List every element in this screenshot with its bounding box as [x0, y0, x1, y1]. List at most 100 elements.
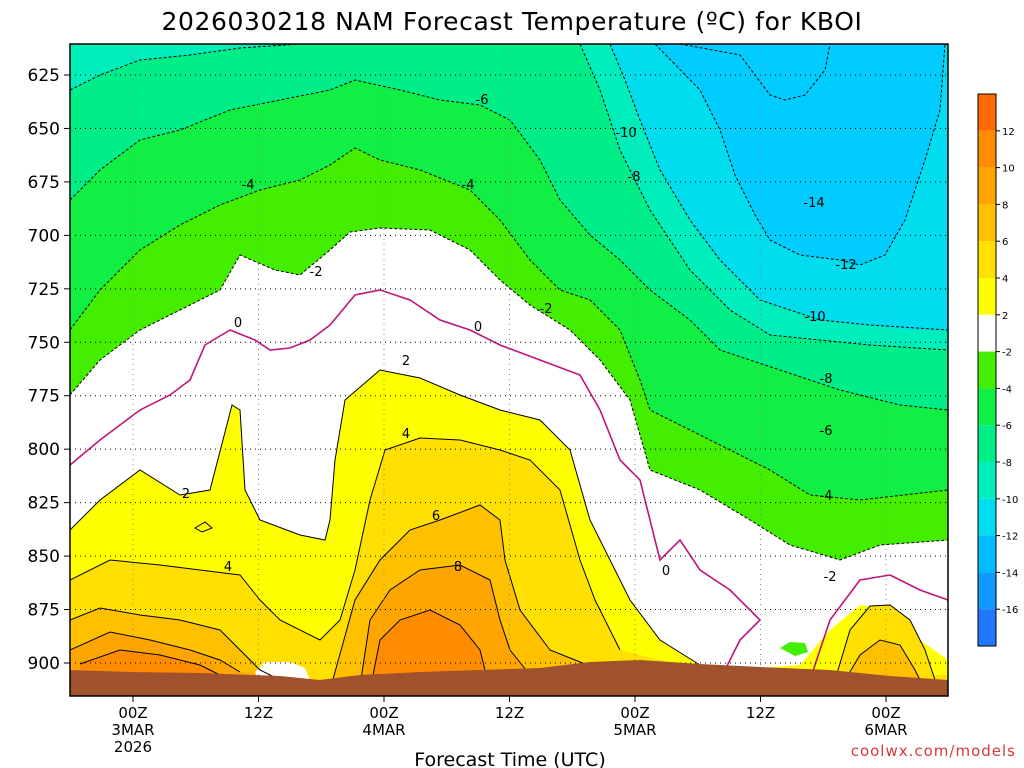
colorbar-segment [978, 425, 996, 462]
colorbar-segment [978, 241, 996, 278]
x-tick-label: 5MAR [613, 721, 656, 739]
colorbar-segment [978, 498, 996, 536]
contour-line [70, 437, 621, 651]
colorbar-label: -2 [1002, 348, 1012, 359]
contour-line [194, 521, 213, 533]
colorbar-segment [978, 388, 996, 426]
band-yellow-orange [70, 438, 948, 696]
x-tick-label: 00Z [118, 704, 147, 722]
contour-label: -12 [835, 258, 856, 273]
band-light-blue [655, 44, 945, 265]
contour-label: 0 [234, 316, 242, 331]
contour-label: 0 [474, 320, 482, 335]
band-late-orange [845, 640, 920, 680]
contour-line [70, 504, 601, 691]
contour-label: 4 [224, 560, 232, 575]
x-tick-label: 12Z [495, 704, 524, 722]
contour-line [70, 564, 531, 687]
contour-label: 0 [662, 564, 670, 579]
contour-label: -2 [310, 265, 323, 280]
contour-label: -2 [824, 570, 837, 585]
contour-line [844, 639, 921, 681]
freezing-line [70, 289, 762, 681]
y-tick-label: 650 [28, 119, 60, 139]
y-axis: 625 650 675 700 725 750 775 800 825 850 875 900 [28, 66, 70, 674]
credit-label: coolwx.com/models [851, 742, 1016, 760]
contour-label: -6 [820, 424, 833, 439]
colorbar-label: 6 [1002, 237, 1008, 248]
colorbar-label: -4 [1002, 384, 1012, 395]
y-tick-label: 875 [28, 601, 60, 621]
colorbar-label: 8 [1002, 200, 1008, 211]
grid [70, 44, 948, 696]
contour-line [70, 227, 948, 561]
contour-labels: -14 -12 -10 -10 -8 -8 -6 -6 -4 -4 -4 -2 -2 -2 0 0 0 2 2 4 4 6… [182, 93, 857, 585]
contour-label: 6 [432, 509, 440, 524]
contour-label: -6 [476, 93, 489, 108]
colorbar-segment [978, 351, 996, 389]
colorbar-label: -8 [1002, 458, 1012, 469]
colorbar-label: 10 [1002, 164, 1015, 175]
y-tick-label: 675 [28, 173, 60, 193]
contour-label: 4 [402, 427, 410, 442]
colorbar-label: -12 [1002, 532, 1018, 543]
band-aqua [610, 44, 948, 330]
y-tick-label: 700 [28, 226, 60, 246]
contour-label: -14 [803, 196, 824, 211]
contour-label: -10 [615, 126, 636, 141]
chart-title: 2026030218 NAM Forecast Temperature (ºC)… [162, 7, 863, 36]
colorbar-label: -14 [1002, 568, 1018, 579]
colorbar-label: -6 [1002, 421, 1012, 432]
x-tick-label: 3MAR [111, 721, 154, 739]
contour-line [609, 44, 948, 331]
colorbar-label: 12 [1002, 127, 1015, 138]
contour-line [679, 44, 831, 101]
contour-label: -4 [462, 178, 475, 193]
colorbar-label: -10 [1002, 495, 1018, 506]
contour-label: 8 [454, 560, 462, 575]
x-tick-label: 12Z [244, 704, 273, 722]
y-tick-label: 850 [28, 547, 60, 567]
contour-label: -8 [628, 170, 641, 185]
x-tick-label: 12Z [746, 704, 775, 722]
colorbar-segment [978, 314, 996, 352]
colorbar: 12 10 8 6 4 2 -2 -4 -6 -8 -10 -12 -14 -16 [977, 93, 1018, 647]
x-tick-label: 6MAR [864, 721, 907, 739]
colorbar-segment [978, 204, 996, 242]
freezing-line [809, 574, 948, 681]
surface-ground [70, 660, 948, 696]
colorbar-segment [978, 572, 996, 610]
colorbar-segment [978, 609, 996, 646]
contour-line [70, 44, 301, 91]
colorbar-segment [978, 167, 996, 205]
y-tick-label: 825 [28, 494, 60, 514]
colorbar-label: -16 [1002, 605, 1018, 616]
contour-label: 2 [402, 354, 410, 369]
colorbar-segment [978, 535, 996, 573]
x-tick-label: 00Z [871, 704, 900, 722]
colorbar-segment [978, 462, 996, 499]
contour-line [70, 369, 701, 666]
contour-label: 2 [182, 487, 190, 502]
temperature-field [70, 44, 948, 696]
y-tick-label: 775 [28, 387, 60, 407]
contour-label: -2 [540, 302, 553, 317]
band-green-blob [780, 642, 808, 656]
contour-label: -10 [804, 310, 825, 325]
y-tick-label: 725 [28, 280, 60, 300]
x-tick-label: 00Z [369, 704, 398, 722]
x-tick-label: 4MAR [362, 721, 405, 739]
contour-line [654, 44, 946, 266]
colorbar-segment [978, 130, 996, 168]
contour-label: -4 [242, 178, 255, 193]
x-axis-title: Forecast Time (UTC) [414, 749, 605, 768]
contour-label: -4 [820, 489, 833, 504]
colorbar-segment [978, 278, 996, 315]
y-tick-label: 625 [28, 66, 60, 86]
contour-line [70, 147, 948, 501]
y-tick-label: 750 [28, 333, 60, 353]
y-tick-label: 900 [28, 654, 60, 674]
colorbar-segment [978, 94, 996, 131]
